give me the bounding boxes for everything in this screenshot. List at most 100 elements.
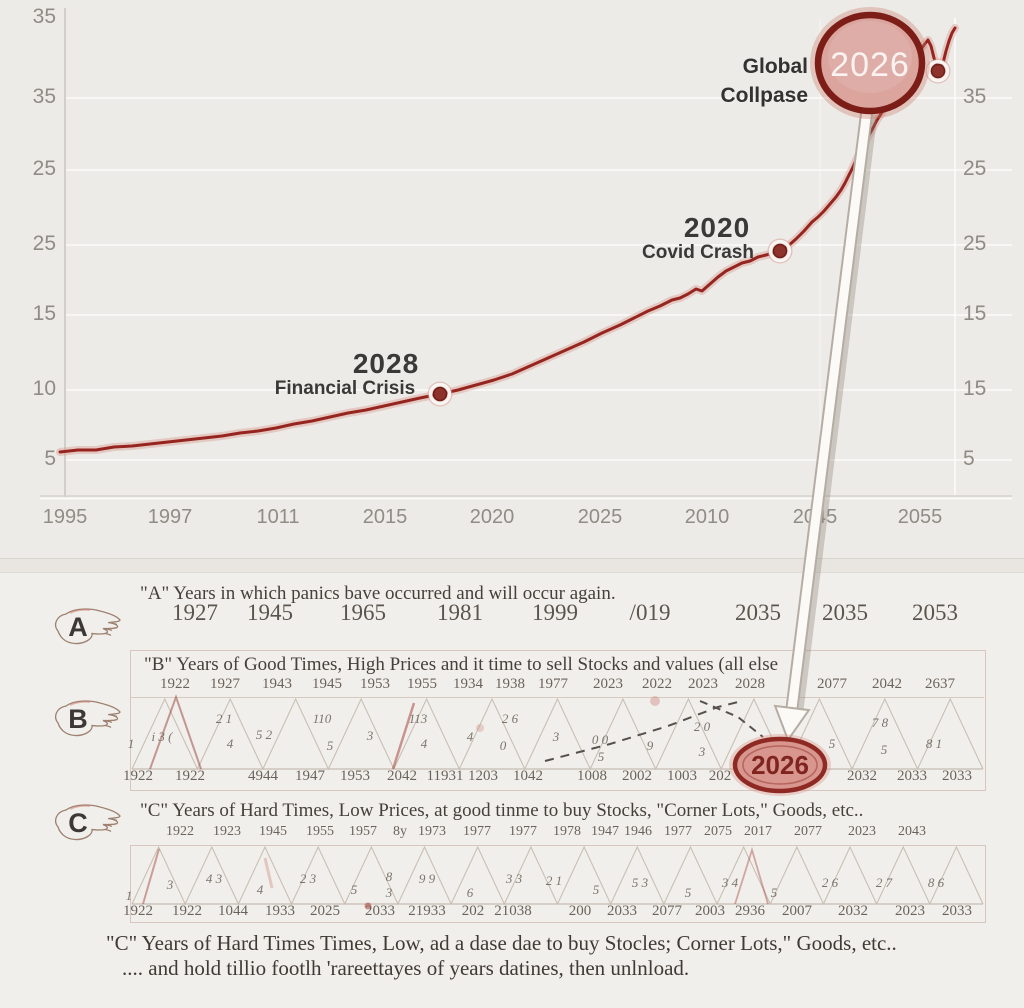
section-a-year: /019 <box>629 600 671 625</box>
cycle-b-number: 8 1 <box>925 736 943 751</box>
x-axis-tick-label: 2055 <box>897 506 943 528</box>
section-c-bottom-year: 2077 <box>652 903 682 919</box>
section-c-top-year: 1978 <box>553 824 581 839</box>
section-b-bottom-year: 1953 <box>340 768 370 784</box>
section-c-top-year: 1922 <box>166 824 194 839</box>
section-b-top-year: 2042 <box>872 676 902 692</box>
cycle-c-number: 5 3 <box>631 875 649 890</box>
section-c-bottom-year: 202 <box>461 903 485 919</box>
section-c-bottom-year: 2023 <box>895 903 925 919</box>
section-b-top-year: 1927 <box>210 676 240 692</box>
section-c-top-year: 1923 <box>213 824 241 839</box>
annotation-global-line1: Global <box>742 55 808 78</box>
cycle-c-number: 1 <box>125 888 133 903</box>
section-b-bottom-year: 1922 <box>123 768 153 784</box>
section-b-bottom-year: 1008 <box>577 768 607 784</box>
pointing-hand-icon: C <box>55 804 121 841</box>
y-axis-tick-label: 25 <box>32 232 56 255</box>
cycle-b-number: 0 <box>499 738 507 753</box>
cycle-b-number: 0 0 <box>591 732 609 747</box>
section-b-top-year: 2023 <box>593 676 623 692</box>
cycle-b-number: 2 6 <box>501 711 519 726</box>
y-axis-tick-label: 5 <box>44 447 56 470</box>
section-a-year: 1927 <box>172 600 218 625</box>
section-c-top-year: 2023 <box>848 824 876 839</box>
annotation-label-global-collapse: Global Collpase <box>648 52 808 110</box>
event-marker <box>427 381 453 407</box>
section-b-bottom-year: 2033 <box>942 768 972 784</box>
section-c-bottom-year: 21038 <box>494 903 532 919</box>
section-c-bottom-year: 1922 <box>172 903 202 919</box>
x-axis-tick-label: 1011 <box>256 506 300 528</box>
section-a-year: 1999 <box>532 600 578 625</box>
cycle-b-number: 110 <box>312 711 332 726</box>
section-b-band-topline <box>131 697 984 698</box>
cycle-c-number: 2 3 <box>299 871 317 886</box>
section-c-bottom-year: 2033 <box>607 903 637 919</box>
section-b-bottom-year: 1042 <box>513 768 543 784</box>
section-c-top-year: 1977 <box>664 824 692 839</box>
cycle-c-number: 3 4 <box>721 875 739 890</box>
section-b-top-year: 2022 <box>642 676 672 692</box>
cycle-b-number: 113 <box>408 711 428 726</box>
cycle-b-number: 9 <box>646 738 654 753</box>
section-c-bottom-year: 2003 <box>695 903 725 919</box>
section-c-box <box>130 845 986 923</box>
y-axis-tick-label: 15 <box>963 302 987 325</box>
section-b-top-year: 2028 <box>735 676 765 692</box>
cycle-b-number: 3 <box>698 744 706 759</box>
section-b-box <box>130 650 986 791</box>
section-b-top-year: 1945 <box>312 676 342 692</box>
section-c-bottom-year: 2025 <box>310 903 340 919</box>
x-axis-tick-label: 2045 <box>792 506 838 528</box>
cycle-c-number: 8 6 <box>927 875 945 890</box>
cycle-b-number: 5 2 <box>255 727 273 742</box>
row-letter-a: A <box>68 612 88 642</box>
section-c-bottom-year: 1044 <box>218 903 248 919</box>
y-axis-tick-label: 35 <box>963 85 987 108</box>
section-c-bottom-year: 2032 <box>838 903 868 919</box>
cycle-b-number: 2 0 <box>693 719 711 734</box>
section-b-bottom-year: 202 <box>708 768 732 784</box>
section-c-top-year: 1973 <box>418 824 446 839</box>
cycle-c-number: 4 3 <box>205 871 223 886</box>
section-c-top-year: 8y <box>393 824 407 839</box>
cycle-c-number: 4 <box>256 882 264 897</box>
section-b-bottom-year: 2032 <box>847 768 877 784</box>
cycle-b-number: 3 <box>552 729 560 744</box>
section-c-bottom-year: 2033 <box>942 903 972 919</box>
section-c-top-year: 1977 <box>463 824 491 839</box>
annotation-label-covid-crash: Covid Crash <box>642 242 754 263</box>
cycle-c-number: 3 <box>166 877 174 892</box>
section-b-top-year: 1938 <box>495 676 525 692</box>
cycle-b-number: 3 <box>366 728 374 743</box>
section-b-top-year: 2077 <box>817 676 847 692</box>
cycle-c-number: 2 7 <box>875 875 893 890</box>
x-axis-tick-label: 2025 <box>577 506 623 528</box>
section-b-top-year: 1977 <box>538 676 568 692</box>
y-axis-tick-label: 25 <box>963 157 987 180</box>
y-axis-tick-label: 35 <box>32 85 56 108</box>
section-b-bottom-year: 1003 <box>667 768 697 784</box>
section-c-top-year: 2077 <box>794 824 822 839</box>
x-axis-tick-label: 2015 <box>362 506 408 528</box>
cycle-b-number: 7 8 <box>871 715 889 730</box>
cycle-b-number: 5 <box>597 749 605 764</box>
y-axis-tick-label: 25 <box>963 232 987 255</box>
section-c-bottom-year: 1933 <box>265 903 295 919</box>
section-c-bottom-year: 2936 <box>735 903 765 919</box>
section-a-header: "A" Years in which panics bave occurred … <box>140 583 616 604</box>
caption-line-2: .... and hold tillio footlh 'rareettayes… <box>122 956 690 980</box>
section-c-top-year: 2043 <box>898 824 926 839</box>
cycle-b-number: 5 <box>880 742 888 757</box>
y-axis-tick-label: 25 <box>32 157 56 180</box>
cycle-c-number: 9 9 <box>418 871 436 886</box>
x-axis-tick-label: 2010 <box>684 506 730 528</box>
y-axis-tick-label: 35 <box>32 5 56 28</box>
cycle-c-number: 5 <box>770 885 778 900</box>
cycle-c-number: 8 <box>385 869 393 884</box>
event-marker <box>925 58 951 84</box>
annotation-year-2028: 2028 <box>352 348 420 379</box>
pointing-hand-icon: A <box>55 608 121 645</box>
